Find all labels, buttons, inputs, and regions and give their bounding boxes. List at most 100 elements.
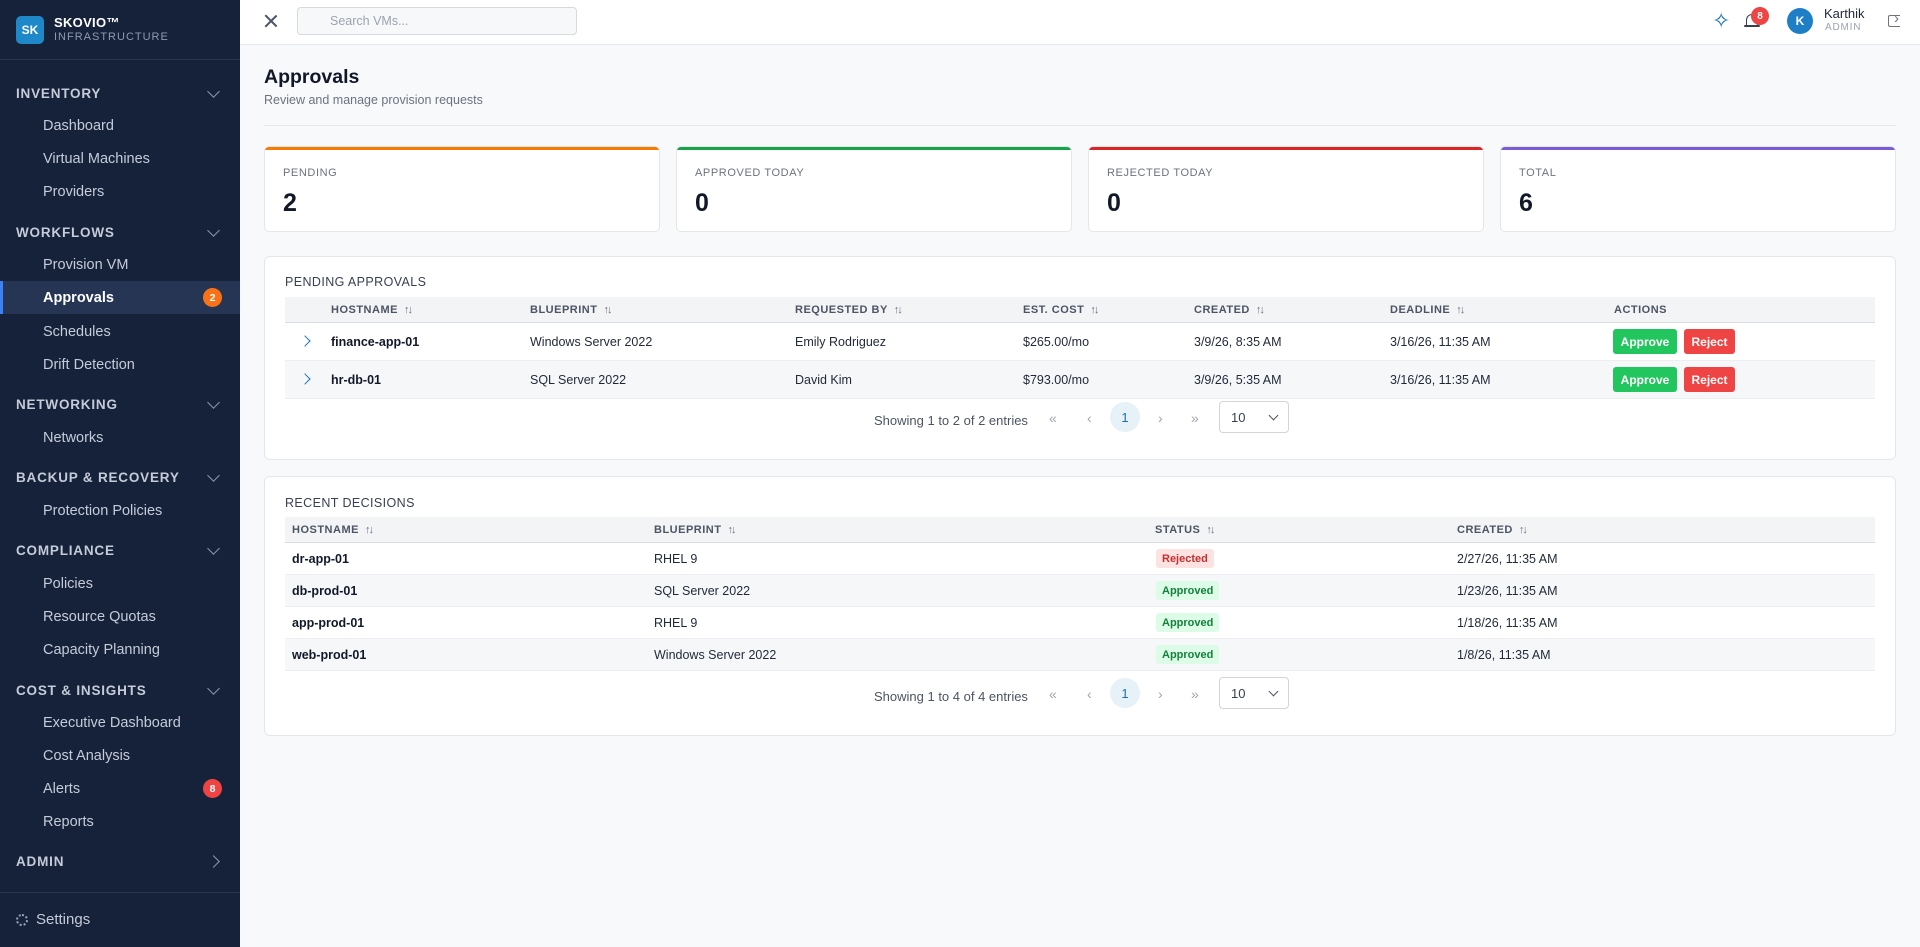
page-number-button[interactable]: 1 xyxy=(1110,678,1140,708)
nav-section-networking[interactable]: NETWORKING xyxy=(16,395,224,412)
sidebar-item-capacity-planning[interactable]: Capacity Planning xyxy=(43,641,160,658)
chevron-right-icon[interactable] xyxy=(299,373,311,385)
sort-icon: ↑↓ xyxy=(1518,524,1528,536)
column-header-blueprint[interactable]: BLUEPRINT ↑↓ xyxy=(654,524,736,536)
table-header: HOSTNAME ↑↓ BLUEPRINT ↑↓ REQUESTED BY ↑↓ ES… xyxy=(285,297,1875,323)
approve-button[interactable]: Approve xyxy=(1613,329,1677,354)
column-header-status[interactable]: STATUS ↑↓ xyxy=(1155,524,1215,536)
sort-icon: ↑↓ xyxy=(603,304,612,316)
next-page-button[interactable]: › xyxy=(1158,686,1163,702)
column-header-hostname[interactable]: HOSTNAME ↑↓ xyxy=(292,524,374,536)
cell-requested-by: David Kim xyxy=(795,373,852,387)
cell-est-cost: $793.00/mo xyxy=(1023,373,1090,387)
sort-icon: ↑↓ xyxy=(1090,304,1099,316)
column-header-created[interactable]: CREATED ↑↓ xyxy=(1457,524,1528,536)
chevron-down-icon xyxy=(207,681,220,695)
pending-approvals-panel: PENDING APPROVALS HOSTNAME ↑↓ BLUEPRINT ↑↓… xyxy=(264,256,1896,460)
search-input[interactable] xyxy=(297,7,577,35)
cell-blueprint: SQL Server 2022 xyxy=(530,373,627,387)
user-name: Karthik xyxy=(1824,6,1865,21)
prev-page-button[interactable]: ‹ xyxy=(1087,686,1092,702)
table-row: finance-app-01 Windows Server 2022 Emily… xyxy=(285,323,1875,361)
cell-est-cost: $265.00/mo xyxy=(1023,335,1090,349)
sidebar-item-networks[interactable]: Networks xyxy=(43,429,104,446)
last-page-button[interactable]: » xyxy=(1191,410,1199,426)
page-title: Approvals xyxy=(264,66,360,88)
panel-title: PENDING APPROVALS xyxy=(285,275,427,289)
column-header-actions: ACTIONS xyxy=(1614,304,1667,316)
prev-page-button[interactable]: ‹ xyxy=(1087,410,1092,426)
sidebar-item-alerts[interactable]: Alerts 8 xyxy=(0,772,240,805)
nav-section-compliance[interactable]: COMPLIANCE xyxy=(16,541,224,558)
reject-button[interactable]: Reject xyxy=(1684,329,1735,354)
sort-icon: ↑↓ xyxy=(1255,304,1265,316)
next-page-button[interactable]: › xyxy=(1158,410,1163,426)
sidebar-item-reports[interactable]: Reports xyxy=(43,813,94,830)
nav-section-cost-insights[interactable]: COST & INSIGHTS xyxy=(16,681,224,698)
stat-label: APPROVED TODAY xyxy=(695,167,805,179)
sidebar-item-drift-detection[interactable]: Drift Detection xyxy=(43,356,135,373)
sidebar-item-provision-vm[interactable]: Provision VM xyxy=(43,256,129,273)
nav-section-backup-recovery[interactable]: BACKUP & RECOVERY xyxy=(16,468,224,485)
column-header-est-cost[interactable]: EST. COST ↑↓ xyxy=(1023,304,1099,316)
sidebar-item-policies[interactable]: Policies xyxy=(43,575,93,592)
ai-sparkle-icon[interactable]: ✧ xyxy=(1712,8,1731,33)
stat-card-rejected-today: REJECTED TODAY 0 xyxy=(1088,146,1484,232)
cell-blueprint: RHEL 9 xyxy=(654,616,698,630)
table-row: hr-db-01 SQL Server 2022 David Kim $793.… xyxy=(285,361,1875,399)
chevron-down-icon xyxy=(207,468,220,482)
cell-blueprint: Windows Server 2022 xyxy=(530,335,653,349)
stat-card-pending: PENDING 2 xyxy=(264,146,660,232)
user-role: ADMIN xyxy=(1825,22,1862,33)
stat-value: 0 xyxy=(1107,189,1121,217)
column-header-created[interactable]: CREATED ↑↓ xyxy=(1194,304,1265,316)
stat-card-total: TOTAL 6 xyxy=(1500,146,1896,232)
sidebar-item-approvals[interactable]: Approvals 2 xyxy=(0,281,240,314)
stat-label: TOTAL xyxy=(1519,167,1557,179)
pagination-summary: Showing 1 to 2 of 2 entries xyxy=(874,413,1028,428)
settings-link[interactable]: Settings xyxy=(16,911,90,928)
cell-hostname: finance-app-01 xyxy=(331,335,420,349)
first-page-button[interactable]: « xyxy=(1049,686,1057,702)
column-header-hostname[interactable]: HOSTNAME ↑↓ xyxy=(331,304,413,316)
approve-button[interactable]: Approve xyxy=(1613,367,1677,392)
pagination-summary: Showing 1 to 4 of 4 entries xyxy=(874,689,1028,704)
cell-hostname: app-prod-01 xyxy=(292,616,365,630)
chevron-down-icon xyxy=(1268,410,1279,421)
status-badge: Rejected xyxy=(1156,549,1214,568)
page-number-button[interactable]: 1 xyxy=(1110,402,1140,432)
logout-icon[interactable] xyxy=(1888,10,1900,27)
nav-section-inventory[interactable]: INVENTORY xyxy=(16,84,224,101)
sidebar-item-virtual-machines[interactable]: Virtual Machines xyxy=(43,150,150,167)
rows-per-page-select[interactable]: 10 xyxy=(1219,677,1289,709)
brand[interactable]: SK SKOVIO™ INFRASTRUCTURE xyxy=(0,0,240,60)
avatar[interactable]: K xyxy=(1787,8,1813,34)
column-header-deadline[interactable]: DEADLINE ↑↓ xyxy=(1390,304,1465,316)
nav-section-workflows[interactable]: WORKFLOWS xyxy=(16,223,224,240)
cell-blueprint: SQL Server 2022 xyxy=(654,584,751,598)
sidebar-item-providers[interactable]: Providers xyxy=(43,183,105,200)
cell-hostname: hr-db-01 xyxy=(331,373,381,387)
brand-logo: SK xyxy=(16,15,44,44)
cell-created: 3/9/26, 5:35 AM xyxy=(1194,373,1282,387)
first-page-button[interactable]: « xyxy=(1049,410,1057,426)
column-header-requested-by[interactable]: REQUESTED BY ↑↓ xyxy=(795,304,903,316)
sidebar-item-protection-policies[interactable]: Protection Policies xyxy=(43,502,163,519)
close-icon[interactable] xyxy=(264,14,278,28)
sidebar-item-resource-quotas[interactable]: Resource Quotas xyxy=(43,608,156,625)
cell-created: 1/8/26, 11:35 AM xyxy=(1457,648,1551,662)
sidebar-item-cost-analysis[interactable]: Cost Analysis xyxy=(43,747,131,764)
reject-button[interactable]: Reject xyxy=(1684,367,1735,392)
sort-icon: ↑↓ xyxy=(727,524,736,536)
divider xyxy=(264,125,1896,126)
column-header-blueprint[interactable]: BLUEPRINT ↑↓ xyxy=(530,304,612,316)
sidebar-item-executive-dashboard[interactable]: Executive Dashboard xyxy=(43,714,181,731)
page-subtitle: Review and manage provision requests xyxy=(264,93,483,107)
last-page-button[interactable]: » xyxy=(1191,686,1199,702)
nav-section-admin[interactable]: ADMIN xyxy=(16,854,224,869)
rows-per-page-select[interactable]: 10 xyxy=(1219,401,1289,433)
cell-created: 2/27/26, 11:35 AM xyxy=(1457,552,1558,566)
chevron-right-icon[interactable] xyxy=(299,335,311,347)
sidebar-item-schedules[interactable]: Schedules xyxy=(43,323,111,340)
sidebar-item-dashboard[interactable]: Dashboard xyxy=(43,117,114,134)
